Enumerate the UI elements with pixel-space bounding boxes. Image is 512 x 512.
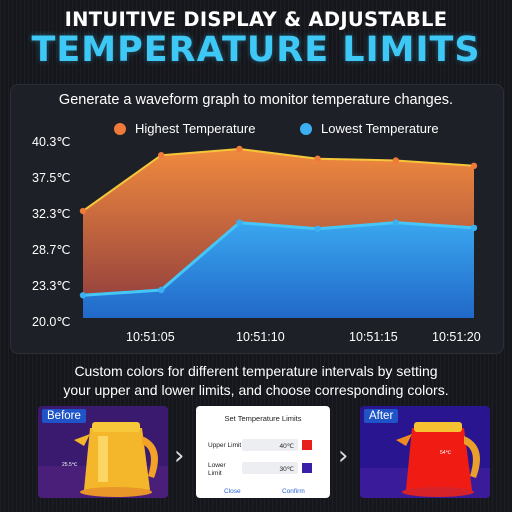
after-reading: 54℃ bbox=[440, 450, 452, 456]
lowest-area bbox=[83, 222, 474, 318]
upper-color-swatch[interactable] bbox=[302, 440, 312, 450]
legend-lowest: Lowest Temperature bbox=[300, 121, 439, 136]
before-reading: 25.5℃ bbox=[62, 462, 78, 468]
upper-limit-label: Upper Limit bbox=[208, 442, 242, 449]
lower-color-swatch[interactable] bbox=[302, 463, 312, 473]
lowest-point bbox=[79, 292, 87, 299]
x-tick-label: 10:51:15 bbox=[349, 330, 398, 344]
y-tick-label: 23.3℃ bbox=[32, 279, 71, 293]
legend-lowest-label: Lowest Temperature bbox=[321, 121, 439, 136]
upper-limit-value: 40℃ bbox=[279, 443, 294, 450]
legend-highest-label: Highest Temperature bbox=[135, 121, 256, 136]
kettle-before-picture bbox=[38, 406, 168, 498]
x-tick-label: 10:51:05 bbox=[126, 330, 175, 344]
highest-point bbox=[158, 151, 165, 159]
y-tick-label: 32.3℃ bbox=[32, 207, 71, 221]
dialog-title: Set Temperature Limits bbox=[224, 414, 302, 423]
caption-line-2: your upper and lower limits, and choose … bbox=[63, 382, 449, 398]
lower-limit-value: 30℃ bbox=[279, 466, 294, 473]
after-label: After bbox=[364, 409, 399, 423]
highest-point bbox=[392, 157, 399, 164]
caption-line-1: Custom colors for different temperature … bbox=[74, 363, 438, 379]
highest-line bbox=[82, 148, 475, 212]
chevron-right-icon: › bbox=[174, 441, 185, 471]
upper-limit-input[interactable]: 40℃ bbox=[242, 439, 298, 451]
highest-point bbox=[470, 162, 478, 170]
highest-point bbox=[79, 207, 87, 215]
before-thermal-image: Before 25.5℃ bbox=[38, 406, 168, 498]
headline-main: TEMPERATURE LIMITS bbox=[31, 30, 481, 70]
y-tick-label: 40.3℃ bbox=[32, 135, 71, 149]
chevron-right-icon: › bbox=[338, 441, 349, 471]
x-tick-label: 10:51:10 bbox=[236, 330, 285, 344]
lowest-point bbox=[470, 224, 478, 232]
y-tick-label: 20.0℃ bbox=[32, 315, 71, 329]
lowest-line bbox=[82, 221, 475, 297]
legend-lowest-dot-icon bbox=[300, 122, 312, 135]
chart-subtitle: Generate a waveform graph to monitor tem… bbox=[58, 92, 454, 108]
confirm-button[interactable]: Confirm bbox=[282, 488, 305, 495]
before-label: Before bbox=[42, 409, 86, 423]
y-tick-label: 28.7℃ bbox=[32, 243, 71, 257]
close-button[interactable]: Close bbox=[224, 488, 241, 495]
lower-limit-label-line2: Limit bbox=[208, 470, 222, 477]
legend-highest-dot-icon bbox=[114, 122, 126, 135]
highest-point bbox=[314, 155, 321, 162]
after-thermal-image: After 54℃ bbox=[360, 406, 490, 498]
highest-point bbox=[236, 145, 243, 153]
x-tick-label: 10:51:20 bbox=[432, 330, 481, 344]
lowest-point bbox=[236, 219, 243, 226]
lowest-point bbox=[392, 219, 399, 226]
temperature-limits-dialog: Set Temperature Limits Upper Limit 40℃ L… bbox=[196, 406, 330, 498]
lowest-point bbox=[158, 286, 165, 294]
y-tick-label: 37.5℃ bbox=[32, 171, 71, 185]
headline-top: INTUITIVE DISPLAY & ADJUSTABLE bbox=[64, 8, 448, 31]
legend-highest: Highest Temperature bbox=[114, 121, 255, 136]
lower-limit-input[interactable]: 30℃ bbox=[242, 462, 298, 474]
lowest-point bbox=[314, 225, 321, 232]
lower-limit-label-line1: Lower bbox=[208, 462, 226, 469]
